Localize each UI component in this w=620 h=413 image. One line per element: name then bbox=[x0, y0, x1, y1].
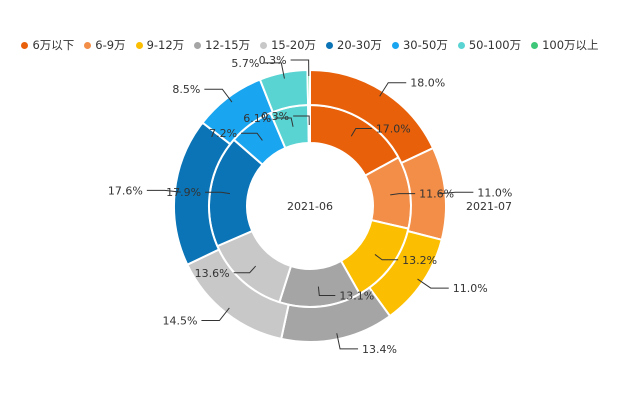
label-leader-line bbox=[241, 132, 263, 141]
label-leader-line bbox=[204, 88, 233, 103]
legend-swatch bbox=[84, 41, 92, 49]
series-label-inner: 2021-06 bbox=[287, 200, 333, 213]
legend-item[interactable]: 20-30万 bbox=[326, 37, 382, 53]
data-label: 5.7% bbox=[231, 57, 259, 70]
legend-label: 50-100万 bbox=[468, 38, 522, 52]
legend-item[interactable]: 50-100万 bbox=[457, 37, 522, 53]
legend-label: 12-15万 bbox=[205, 38, 251, 52]
legend-label: 30-50万 bbox=[402, 38, 448, 52]
label-leader-line bbox=[290, 59, 310, 77]
legend-label: 15-20万 bbox=[271, 38, 317, 52]
segments bbox=[173, 68, 447, 343]
legend-label: 9-12万 bbox=[146, 38, 185, 52]
legend-label: 6万以下 bbox=[32, 38, 75, 52]
legend-swatch bbox=[391, 41, 399, 49]
label-leader-line bbox=[263, 62, 285, 79]
legend-swatch bbox=[326, 41, 334, 49]
data-label: 13.2% bbox=[402, 254, 437, 267]
legend-item[interactable]: 15-20万 bbox=[260, 37, 316, 53]
data-label: 7.2% bbox=[209, 127, 237, 140]
data-label: 11.0% bbox=[477, 186, 512, 199]
label-leader-line bbox=[379, 82, 407, 97]
data-label: 0.3% bbox=[259, 54, 287, 67]
label-leader-line bbox=[374, 254, 399, 261]
legend-item[interactable]: 12-15万 bbox=[194, 37, 250, 53]
legend-swatch bbox=[531, 41, 539, 49]
chart-legend: 6万以下 6-9万 9-12万 12-15万 15-20万 20-30万 30-50万 50-… bbox=[0, 36, 620, 54]
label-leader-line bbox=[439, 191, 474, 195]
data-label: 8.5% bbox=[172, 83, 200, 96]
data-labels: 17.0%11.6%13.2%13.1%13.6%17.9%7.2%6.1%0.… bbox=[108, 54, 512, 356]
data-label: 11.6% bbox=[419, 188, 454, 201]
legend-item[interactable]: 100万以上 bbox=[531, 37, 599, 53]
legend-swatch bbox=[135, 41, 143, 49]
series-label-outer: 2021-07 bbox=[466, 200, 512, 213]
label-leader-line bbox=[293, 115, 310, 126]
legend-label: 6-9万 bbox=[95, 38, 126, 52]
label-leader-line bbox=[336, 333, 359, 350]
data-label: 17.6% bbox=[108, 184, 143, 197]
label-leader-line bbox=[350, 128, 372, 137]
label-leader-line bbox=[201, 307, 230, 322]
data-label: 13.1% bbox=[339, 290, 374, 303]
legend-item[interactable]: 9-12万 bbox=[135, 37, 185, 53]
legend-item[interactable]: 30-50万 bbox=[391, 37, 448, 53]
label-leader-line bbox=[146, 189, 181, 193]
legend-label: 20-30万 bbox=[337, 38, 382, 52]
data-label: 13.4% bbox=[362, 343, 397, 356]
legend-swatch bbox=[21, 41, 29, 49]
legend-swatch bbox=[194, 41, 202, 49]
label-leader-line bbox=[275, 117, 294, 127]
data-label: 0.3% bbox=[261, 110, 289, 123]
data-label: 6.1% bbox=[243, 112, 271, 125]
data-label: 18.0% bbox=[410, 77, 445, 90]
legend-swatch bbox=[457, 41, 465, 49]
legend-item[interactable]: 6万以下 bbox=[21, 37, 74, 53]
data-label: 17.9% bbox=[166, 186, 201, 199]
data-label: 13.6% bbox=[195, 267, 230, 280]
label-leader-line bbox=[390, 193, 416, 196]
legend-label: 100万以上 bbox=[542, 38, 599, 52]
legend-swatch bbox=[260, 41, 268, 49]
data-label: 17.0% bbox=[376, 123, 411, 136]
label-leader-line bbox=[233, 265, 257, 274]
data-label: 14.5% bbox=[162, 315, 197, 328]
label-leader-line bbox=[317, 286, 336, 297]
data-label: 11.0% bbox=[453, 282, 488, 295]
label-leader-line bbox=[205, 191, 231, 195]
legend-item[interactable]: 6-9万 bbox=[84, 37, 126, 53]
label-leader-line bbox=[417, 278, 449, 289]
